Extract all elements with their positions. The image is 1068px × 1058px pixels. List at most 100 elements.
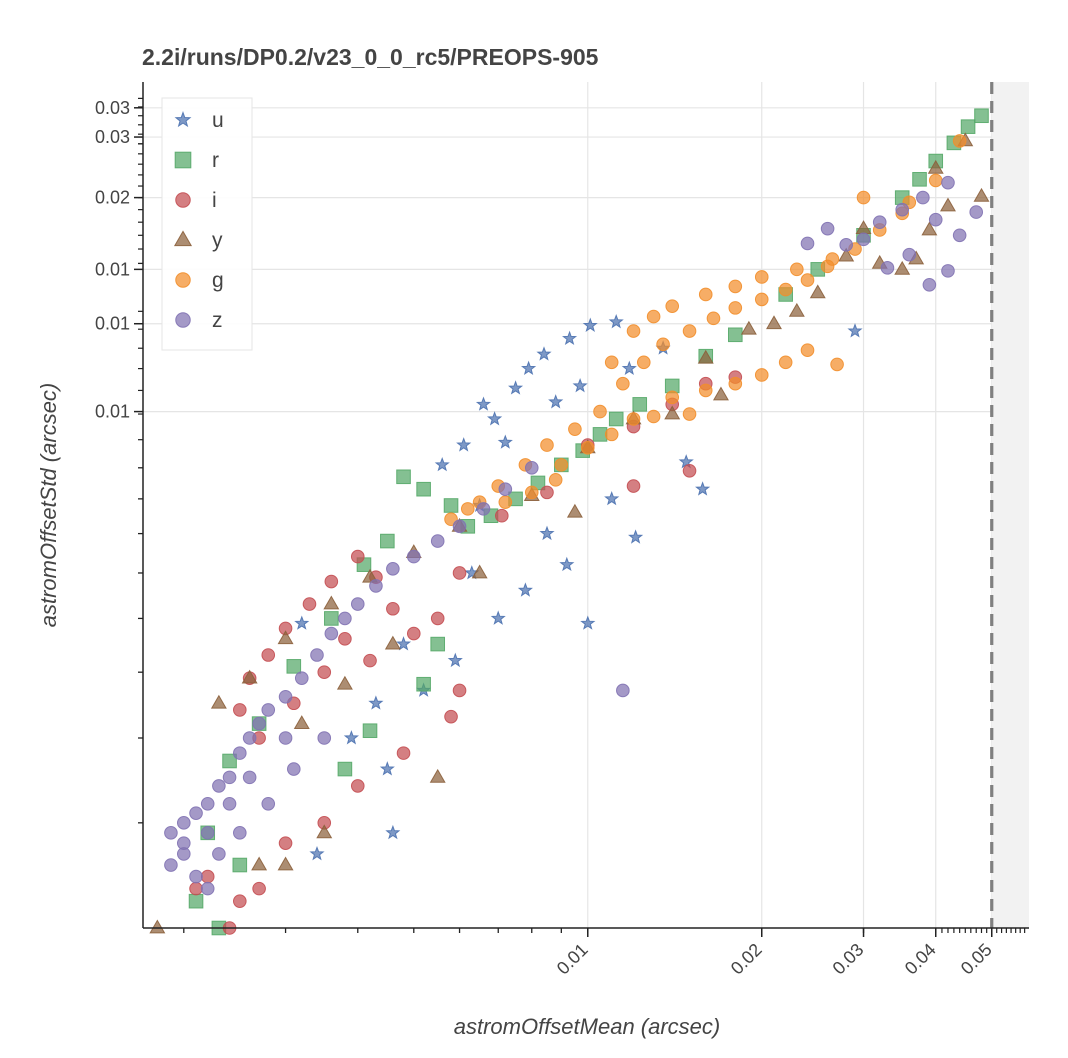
point-z (310, 648, 324, 662)
point-g (498, 495, 513, 509)
legend-label-u: u (212, 109, 224, 132)
point-i (430, 611, 445, 626)
point-u (521, 360, 537, 375)
point-i (682, 463, 697, 478)
point-u (572, 377, 588, 393)
point-z (452, 519, 467, 534)
legend-item-i: i (175, 189, 217, 212)
x-tick-label: 0.02 (727, 940, 766, 979)
point-g (548, 473, 563, 487)
point-g (728, 376, 743, 391)
point-z (880, 261, 895, 275)
point-i (452, 683, 467, 698)
point-g (656, 337, 670, 352)
point-u (604, 490, 620, 506)
point-i (324, 574, 339, 589)
y-tick-label: 0.01 (95, 402, 130, 422)
point-g (778, 355, 793, 370)
point-i (444, 709, 458, 724)
point-g (665, 299, 680, 313)
point-r (222, 753, 237, 769)
point-y (210, 694, 227, 709)
point-z (286, 762, 301, 776)
point-z (524, 460, 539, 475)
legend-item-g: g (175, 269, 224, 292)
x-tick-label: 0.04 (901, 940, 940, 979)
point-g (754, 292, 769, 307)
point-y (362, 568, 379, 583)
point-u (847, 323, 863, 338)
point-g (952, 134, 967, 148)
point-g (754, 368, 769, 382)
point-z (164, 858, 178, 872)
legend-box (161, 97, 253, 351)
point-u (456, 437, 472, 452)
point-y (740, 320, 757, 335)
point-y (973, 187, 990, 202)
point-u (447, 652, 463, 668)
point-r (286, 659, 302, 674)
point-z (242, 731, 257, 745)
point-i (540, 485, 554, 500)
series-i (189, 370, 743, 935)
point-z (212, 779, 226, 793)
point-z (261, 703, 276, 717)
point-r (416, 481, 431, 497)
point-y (323, 595, 340, 610)
point-g (830, 357, 844, 372)
point-u (548, 394, 564, 409)
y-tick-label: 0.03 (95, 98, 130, 118)
point-z (189, 869, 203, 884)
point-u (486, 411, 503, 426)
y-tick-label: 0.02 (95, 188, 130, 208)
point-r (912, 172, 927, 187)
point-u (385, 824, 401, 840)
point-u (508, 380, 524, 395)
legend-label-y: y (212, 229, 223, 252)
point-r (396, 469, 411, 485)
point-g (682, 407, 697, 421)
point-y (566, 503, 583, 518)
legend-item-y: y (173, 229, 223, 252)
point-z (222, 796, 237, 811)
point-y (838, 247, 855, 262)
point-r (443, 498, 459, 513)
legend-marker-r (174, 151, 192, 169)
point-u (562, 330, 578, 345)
point-y (697, 349, 714, 364)
point-r (632, 397, 648, 412)
legend-label-z: z (212, 309, 223, 332)
point-g (790, 262, 804, 277)
point-u (368, 695, 384, 710)
shaded-region (991, 82, 1029, 928)
point-z (498, 482, 513, 496)
point-i (302, 597, 317, 611)
point-r (232, 857, 248, 873)
point-z (278, 731, 293, 745)
point-g (646, 309, 661, 324)
point-i (452, 566, 467, 580)
point-u (608, 313, 624, 329)
shaded-region-rect (991, 82, 1029, 928)
point-z (386, 561, 400, 576)
series-y (149, 132, 990, 934)
point-z (338, 611, 352, 626)
point-g (928, 173, 943, 188)
point-i (338, 631, 352, 646)
point-z (916, 190, 930, 205)
point-r (728, 327, 743, 343)
point-u (309, 845, 325, 861)
series-z (164, 175, 984, 896)
point-g (568, 422, 582, 436)
point-u (517, 582, 533, 597)
point-y (293, 715, 310, 729)
point-y (277, 856, 294, 871)
point-z (252, 716, 266, 731)
point-g (616, 376, 630, 391)
x-tick-label: 0.01 (553, 940, 592, 979)
point-z (200, 881, 215, 896)
point-i (396, 746, 411, 760)
point-z (222, 770, 237, 785)
